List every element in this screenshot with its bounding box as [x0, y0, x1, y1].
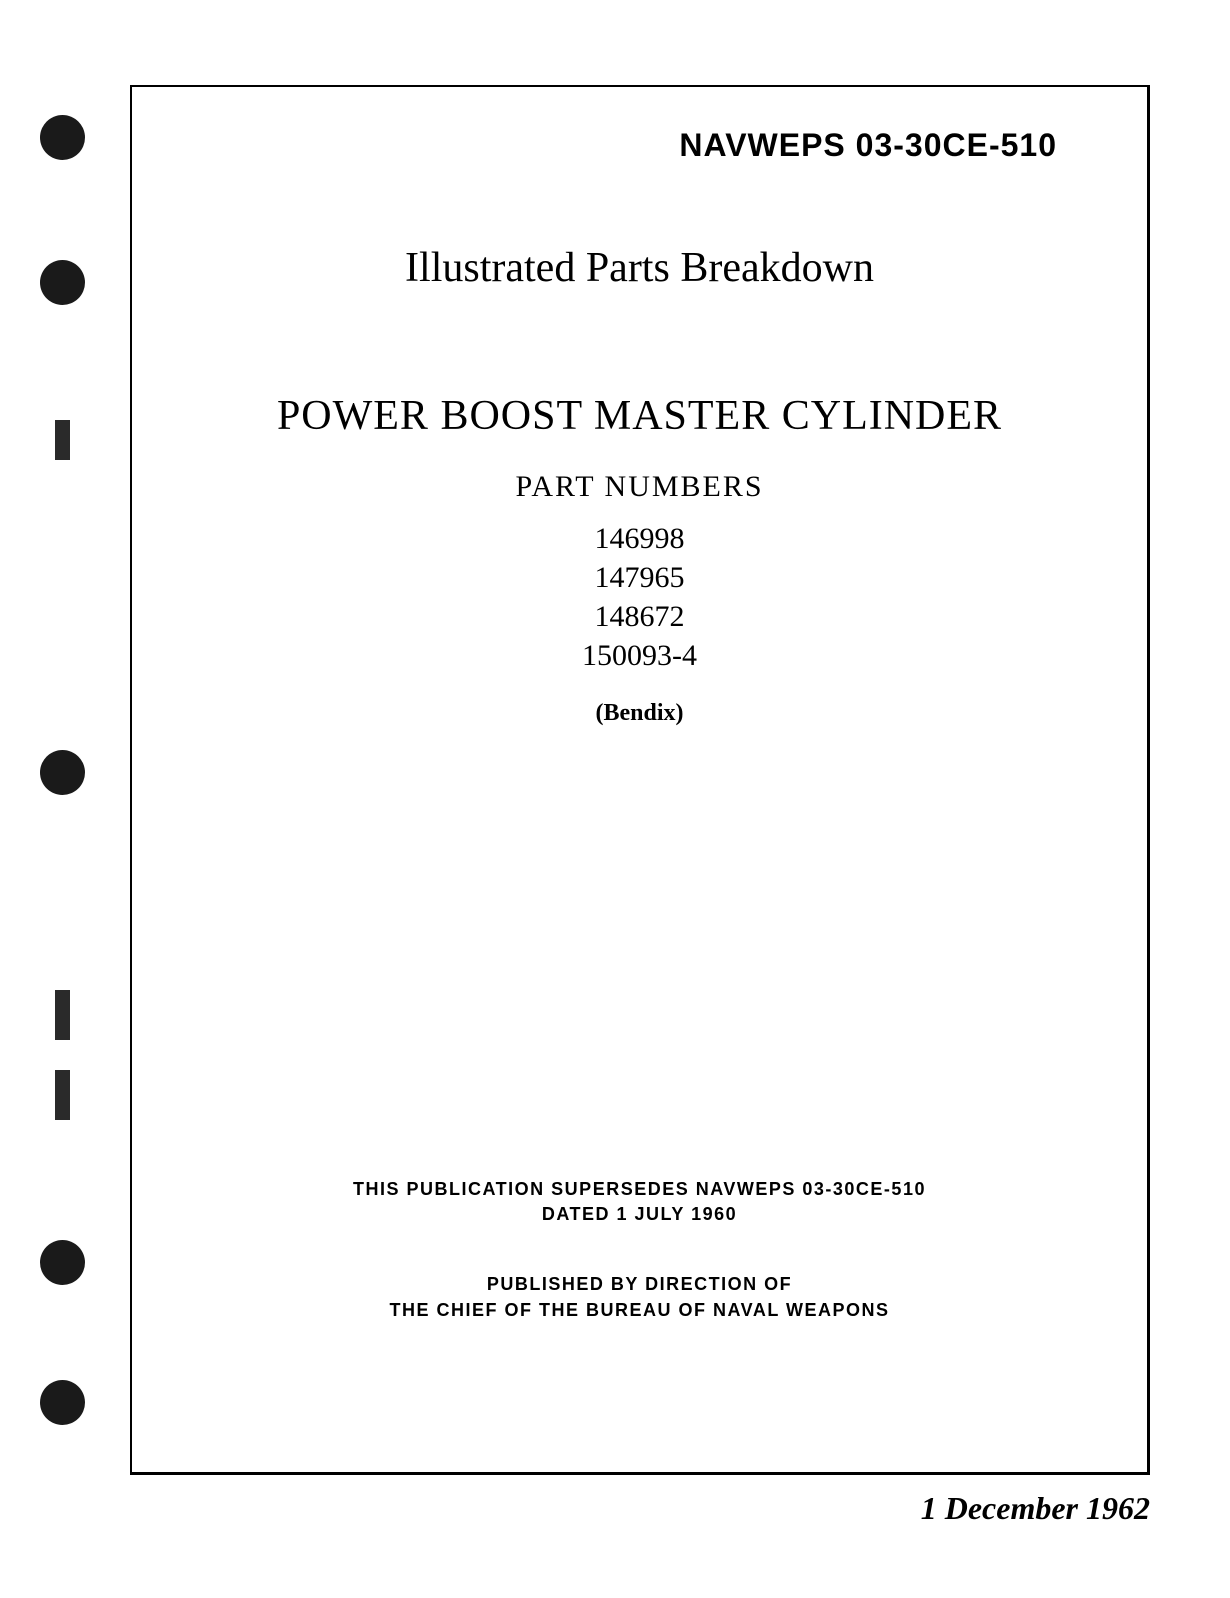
part-numbers-list: 146998 147965 148672 150093-4 [172, 519, 1107, 675]
document-number: NAVWEPS 03-30CE-510 [172, 127, 1057, 164]
part-numbers-label: PART NUMBERS [172, 470, 1107, 504]
publisher-line: PUBLISHED BY DIRECTION OF [172, 1272, 1107, 1297]
publication-date: 1 December 1962 [921, 1490, 1150, 1527]
punch-hole-icon [40, 1380, 85, 1425]
main-title: Illustrated Parts Breakdown [172, 244, 1107, 292]
part-number: 150093-4 [172, 636, 1107, 675]
part-number: 147965 [172, 558, 1107, 597]
publisher-notice: PUBLISHED BY DIRECTION OF THE CHIEF OF T… [172, 1272, 1107, 1322]
manufacturer-label: (Bendix) [172, 700, 1107, 727]
supersedes-notice: THIS PUBLICATION SUPERSEDES NAVWEPS 03-3… [172, 1177, 1107, 1227]
binding-mark [55, 420, 70, 460]
document-frame: NAVWEPS 03-30CE-510 Illustrated Parts Br… [130, 85, 1150, 1475]
punch-hole-icon [40, 115, 85, 160]
sub-title: POWER BOOST MASTER CYLINDER [172, 392, 1107, 440]
punch-hole-icon [40, 1240, 85, 1285]
supersedes-line: THIS PUBLICATION SUPERSEDES NAVWEPS 03-3… [172, 1177, 1107, 1202]
binding-mark [55, 990, 70, 1040]
supersedes-line: DATED 1 JULY 1960 [172, 1202, 1107, 1227]
part-number: 148672 [172, 597, 1107, 636]
punch-hole-icon [40, 750, 85, 795]
part-number: 146998 [172, 519, 1107, 558]
publisher-line: THE CHIEF OF THE BUREAU OF NAVAL WEAPONS [172, 1298, 1107, 1323]
punch-hole-icon [40, 260, 85, 305]
binding-mark [55, 1070, 70, 1120]
